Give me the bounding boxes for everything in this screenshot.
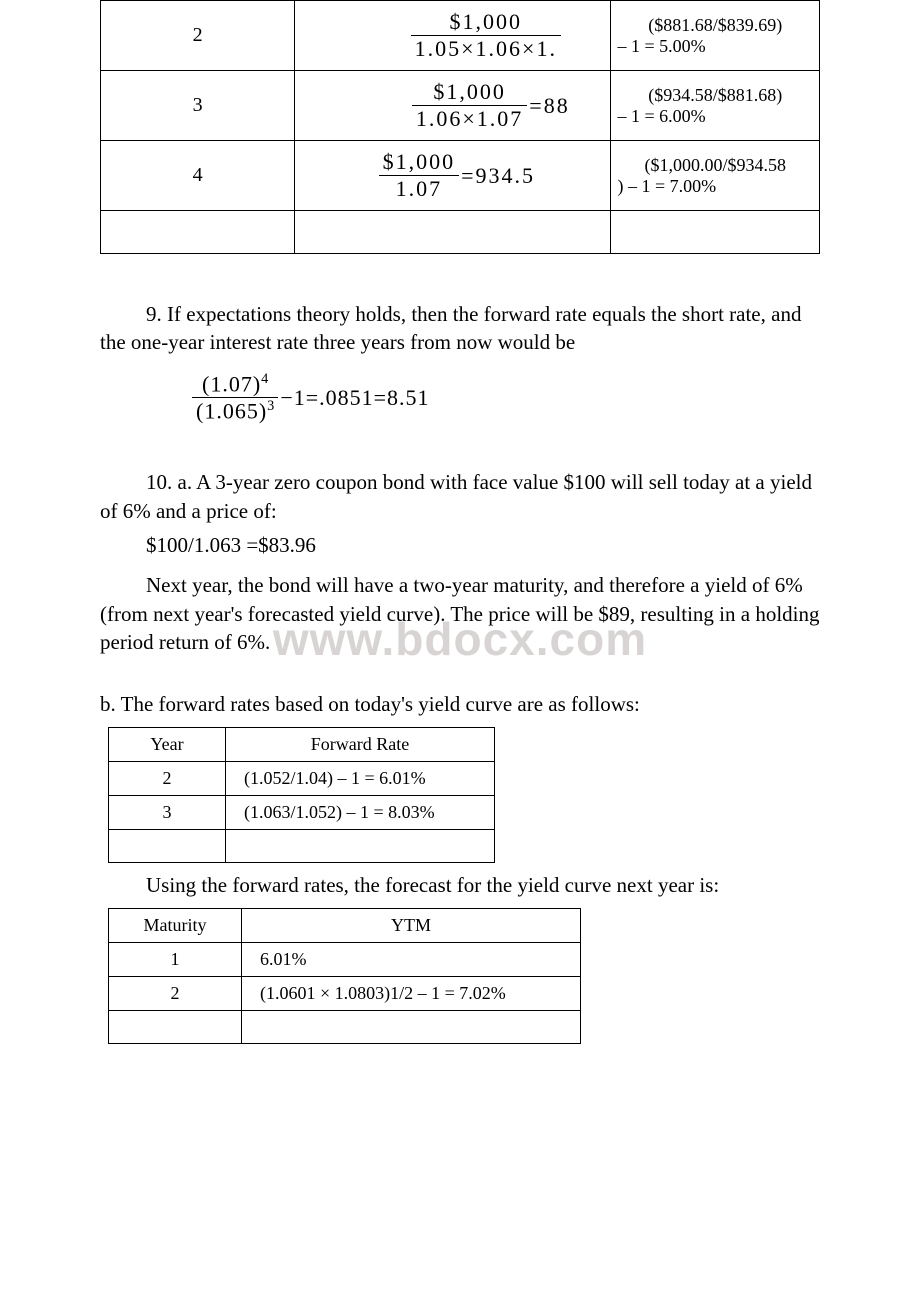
base: (1.065) <box>196 398 267 423</box>
equals-value: =934.5 <box>461 163 535 189</box>
row-result: ($881.68/$839.69) – 1 = 5.00% <box>611 1 820 71</box>
col-header: Maturity <box>109 909 242 943</box>
row-id: 4 <box>101 141 295 211</box>
table-row: 3 (1.063/1.052) – 1 = 8.03% <box>109 796 495 830</box>
table-row-empty <box>101 211 820 254</box>
row-id: 2 <box>101 1 295 71</box>
exponent: 4 <box>261 371 268 387</box>
fraction-numerator: $1,000 <box>412 79 527 106</box>
row-formula: $1,000 1.05×1.06×1. <box>295 1 611 71</box>
table-row: 3 $1,000 1.06×1.07 =88 ($934.58/$881.68)… <box>101 71 820 141</box>
fraction-numerator: $1,000 <box>379 149 460 176</box>
ytm-table: Maturity YTM 1 6.01% 2 (1.0601 × 1.0803)… <box>108 908 581 1044</box>
row-id: 3 <box>101 71 295 141</box>
cell: (1.052/1.04) – 1 = 6.01% <box>226 762 495 796</box>
table-row: 4 $1,000 1.07 =934.5 ($1,000.00/$934.58 … <box>101 141 820 211</box>
q10a-line2: Next year, the bond will have a two-year… <box>100 571 820 656</box>
q10a-calc: $100/1.063 =$83.96 <box>100 531 820 559</box>
result-text: – 1 = 5.00% <box>617 36 813 57</box>
table-row: 2 (1.052/1.04) – 1 = 6.01% <box>109 762 495 796</box>
fraction-denominator: 1.07 <box>379 176 460 202</box>
ratio-text: ($934.58/$881.68) <box>617 85 813 106</box>
table-row: 2 $1,000 1.05×1.06×1. ($881.68/$839.69) … <box>101 1 820 71</box>
fraction-numerator: (1.07)4 <box>192 371 278 398</box>
row-result: ($934.58/$881.68) – 1 = 6.00% <box>611 71 820 141</box>
q10b-after-fwd: Using the forward rates, the forecast fo… <box>100 873 820 898</box>
fraction-denominator: 1.05×1.06×1. <box>411 36 561 62</box>
equals-value: =88 <box>529 93 569 119</box>
table-header-row: Year Forward Rate <box>109 728 495 762</box>
top-table: 2 $1,000 1.05×1.06×1. ($881.68/$839.69) … <box>100 0 820 254</box>
base: (1.07) <box>202 371 261 396</box>
cell: 3 <box>109 796 226 830</box>
fraction-denominator: 1.06×1.07 <box>412 106 527 132</box>
row-formula: $1,000 1.06×1.07 =88 <box>295 71 611 141</box>
row-formula: $1,000 1.07 =934.5 <box>295 141 611 211</box>
table-row: 2 (1.0601 × 1.0803)1/2 – 1 = 7.02% <box>109 977 581 1011</box>
exponent: 3 <box>267 398 274 414</box>
col-header: Year <box>109 728 226 762</box>
cell: (1.063/1.052) – 1 = 8.03% <box>226 796 495 830</box>
cell: 2 <box>109 977 242 1011</box>
col-header: YTM <box>242 909 581 943</box>
cell: 6.01% <box>242 943 581 977</box>
result-text: – 1 = 6.00% <box>617 106 813 127</box>
forward-rate-table: Year Forward Rate 2 (1.052/1.04) – 1 = 6… <box>108 727 495 863</box>
table-row-empty <box>109 830 495 863</box>
col-header: Forward Rate <box>226 728 495 762</box>
result-text: ) – 1 = 7.00% <box>617 176 813 197</box>
row-result: ($1,000.00/$934.58 ) – 1 = 7.00% <box>611 141 820 211</box>
table-header-row: Maturity YTM <box>109 909 581 943</box>
ratio-text: ($881.68/$839.69) <box>617 15 813 36</box>
q9-text: 9. If expectations theory holds, then th… <box>100 300 820 357</box>
cell: 1 <box>109 943 242 977</box>
rhs: −1=.0851=8.51 <box>280 385 429 410</box>
ratio-text: ($1,000.00/$934.58 <box>617 155 813 176</box>
table-row-empty <box>109 1011 581 1044</box>
q10b-intro: b. The forward rates based on today's yi… <box>100 692 820 717</box>
cell: (1.0601 × 1.0803)1/2 – 1 = 7.02% <box>242 977 581 1011</box>
table-row: 1 6.01% <box>109 943 581 977</box>
fraction-numerator: $1,000 <box>411 9 561 36</box>
q10a-line1: 10. a. A 3-year zero coupon bond with fa… <box>100 468 820 525</box>
fraction-denominator: (1.065)3 <box>192 398 278 424</box>
cell: 2 <box>109 762 226 796</box>
q9-equation: (1.07)4 (1.065)3 −1=.0851=8.51 <box>192 371 820 425</box>
